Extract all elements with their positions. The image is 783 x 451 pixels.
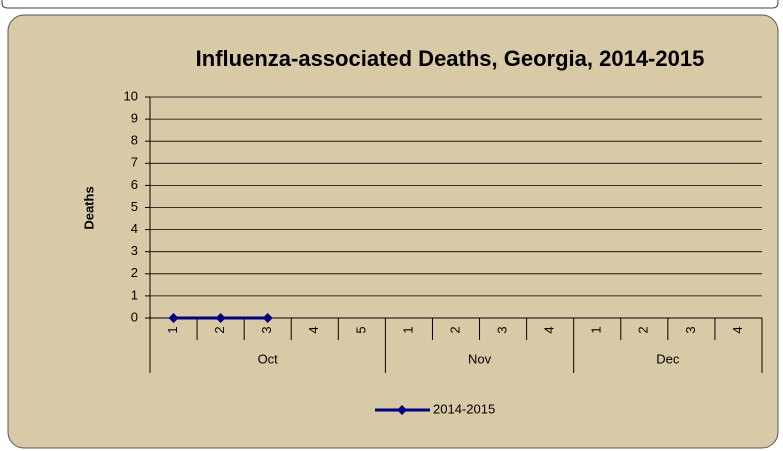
y-tick-label: 1 (131, 287, 138, 302)
x-tick-label: 5 (353, 326, 368, 333)
x-tick-label: 1 (400, 326, 415, 333)
y-tick-label: 9 (131, 111, 138, 126)
x-tick-label: 2 (212, 326, 227, 333)
group-label: Oct (258, 351, 279, 366)
x-tick-label: 3 (259, 326, 274, 333)
x-tick-label: 4 (306, 326, 321, 333)
panel-edge (1, 0, 779, 9)
y-tick-label: 3 (131, 243, 138, 258)
legend-marker (397, 405, 407, 415)
y-tick-label: 6 (131, 177, 138, 192)
y-tick-label: 0 (131, 309, 138, 324)
panel (7, 14, 779, 449)
x-tick-label: 2 (636, 326, 651, 333)
x-tick-label: 1 (165, 326, 180, 333)
x-tick-label: 1 (589, 326, 604, 333)
x-tick-label: 3 (683, 326, 698, 333)
x-tick-label: 4 (730, 326, 745, 333)
y-tick-label: 7 (131, 155, 138, 170)
y-tick-label: 8 (131, 133, 138, 148)
x-tick-label: 2 (447, 326, 462, 333)
y-axis-label: Deaths (81, 186, 96, 229)
x-tick-label: 3 (495, 326, 510, 333)
group-label: Dec (656, 351, 680, 366)
x-tick-label: 4 (542, 326, 557, 333)
point (168, 313, 179, 323)
y-tick-label: 2 (131, 265, 138, 280)
legend-label: 2014-2015 (433, 401, 495, 416)
chart-title: Influenza-associated Deaths, Georgia, 20… (196, 46, 705, 71)
y-tick-label: 10 (124, 88, 138, 103)
point (215, 313, 226, 323)
y-tick-label: 5 (131, 199, 138, 214)
group-label: Nov (468, 351, 492, 366)
y-tick-label: 4 (131, 221, 138, 236)
point (262, 313, 273, 323)
